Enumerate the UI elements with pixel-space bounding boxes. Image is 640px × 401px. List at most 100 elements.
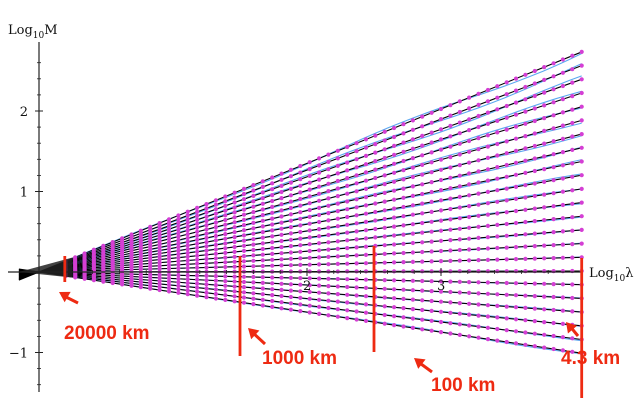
data-point <box>560 83 566 89</box>
data-point <box>101 279 106 284</box>
data-point <box>298 163 303 169</box>
data-point <box>448 206 453 212</box>
data-point <box>204 240 209 245</box>
data-point <box>532 168 537 174</box>
data-point <box>504 210 509 215</box>
data-point <box>298 183 303 188</box>
data-point <box>579 173 584 178</box>
data-point <box>457 194 462 199</box>
data-point <box>279 171 284 176</box>
data-point <box>270 304 275 309</box>
data-point <box>420 182 425 187</box>
data-point <box>382 129 387 134</box>
data-point <box>317 212 322 218</box>
data-point <box>401 269 406 274</box>
data-point <box>260 201 265 206</box>
data-point <box>307 296 312 301</box>
data-point <box>270 222 275 227</box>
data-point <box>363 294 369 299</box>
data-point <box>288 225 293 230</box>
data-point <box>195 277 200 282</box>
data-point <box>420 240 425 245</box>
data-point <box>392 143 397 148</box>
data-point <box>241 295 247 300</box>
data-point <box>401 241 406 246</box>
data-point <box>166 236 172 242</box>
data-point <box>195 293 200 298</box>
data-point <box>335 148 340 153</box>
data-point <box>195 217 200 222</box>
data-point <box>532 331 537 336</box>
data-point <box>363 137 369 142</box>
data-point <box>513 208 519 214</box>
data-point <box>270 257 275 262</box>
data-point <box>260 303 265 308</box>
data-point <box>317 290 322 295</box>
data-point <box>288 237 293 242</box>
data-point <box>560 202 566 208</box>
data-point <box>495 153 500 158</box>
data-point <box>279 275 284 280</box>
data-point <box>570 309 575 314</box>
data-point <box>185 288 190 293</box>
data-point <box>279 220 284 225</box>
data-point <box>363 318 369 323</box>
data-point <box>298 295 303 300</box>
data-point <box>307 242 312 247</box>
data-point <box>176 238 181 243</box>
data-point <box>166 276 172 281</box>
data-point <box>579 186 584 191</box>
data-point <box>513 100 519 105</box>
data-point <box>476 191 481 196</box>
data-point <box>195 209 200 214</box>
data-point <box>467 334 472 339</box>
data-point <box>223 199 228 204</box>
data-point <box>523 305 528 310</box>
data-point <box>251 215 256 220</box>
data-point <box>204 261 209 266</box>
data-point <box>467 171 472 176</box>
data-point <box>476 102 481 107</box>
data-point <box>298 196 303 202</box>
data-point <box>495 84 500 89</box>
data-point <box>335 284 340 289</box>
data-point <box>213 225 218 230</box>
data-point <box>523 109 528 114</box>
data-point <box>495 234 500 239</box>
data-point <box>570 201 575 206</box>
data-point <box>288 301 293 306</box>
data-point <box>532 294 537 299</box>
data-point <box>542 65 547 70</box>
data-point <box>195 249 200 254</box>
data-point <box>373 209 378 215</box>
data-point <box>232 235 237 240</box>
data-point <box>410 118 415 123</box>
data-point <box>551 333 556 339</box>
data-point <box>354 197 359 202</box>
data-point <box>195 265 200 270</box>
data-point <box>185 220 190 225</box>
data-point <box>157 251 162 256</box>
data-point <box>232 264 237 269</box>
annotation-arrowhead <box>248 328 260 340</box>
data-point <box>204 282 209 287</box>
data-point <box>504 174 509 179</box>
data-point <box>185 228 190 233</box>
data-point <box>232 244 237 250</box>
data-point <box>523 146 528 151</box>
data-point <box>457 258 462 263</box>
data-point <box>523 219 528 225</box>
data-point <box>288 180 293 185</box>
data-point <box>195 281 200 286</box>
data-point <box>513 245 519 250</box>
data-point <box>279 245 284 250</box>
data-point <box>467 138 472 144</box>
data-point <box>467 160 472 165</box>
data-point <box>410 240 415 246</box>
data-point <box>307 180 312 185</box>
data-point <box>354 253 359 258</box>
data-point <box>476 91 481 96</box>
data-point <box>363 153 369 158</box>
data-point <box>570 188 575 193</box>
data-point <box>495 280 500 285</box>
